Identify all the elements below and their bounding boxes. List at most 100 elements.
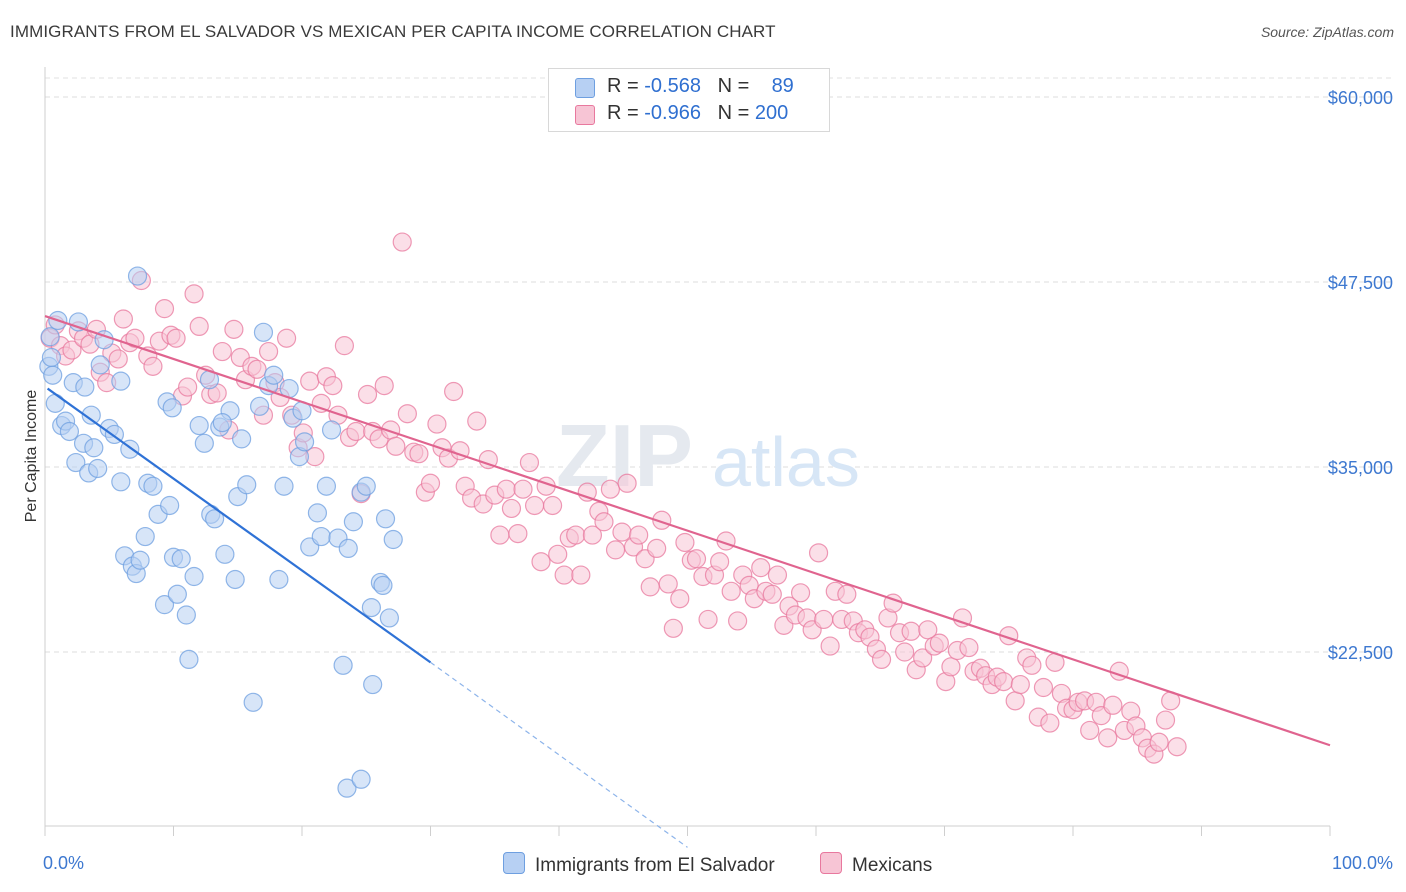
- bottom-legend-swatch-el-salvador: [503, 852, 525, 874]
- data-point: [566, 525, 586, 545]
- data-point: [1103, 695, 1123, 715]
- data-point: [108, 349, 128, 369]
- data-point: [751, 558, 771, 578]
- data-point: [194, 433, 214, 453]
- data-point: [409, 444, 429, 464]
- data-point: [647, 538, 667, 559]
- data-point: [338, 538, 358, 559]
- data-point: [617, 473, 637, 493]
- data-point: [929, 633, 949, 653]
- data-point: [43, 365, 63, 385]
- data-point: [675, 532, 695, 553]
- y-tick-label: $60,000: [1328, 88, 1393, 108]
- legend-r-value-2: -0.966: [644, 102, 701, 124]
- data-point: [45, 393, 65, 413]
- data-point: [952, 608, 973, 628]
- data-point: [274, 476, 294, 496]
- data-point: [166, 328, 186, 348]
- data-point: [189, 415, 209, 436]
- data-point: [1155, 710, 1176, 730]
- data-point: [346, 421, 366, 442]
- data-point: [548, 544, 568, 564]
- bottom-legend-el-salvador: Immigrants from El Salvador: [503, 852, 775, 877]
- data-point: [135, 526, 155, 547]
- data-point: [179, 649, 199, 670]
- data-point: [652, 510, 672, 530]
- data-point: [160, 495, 180, 516]
- y-axis-label: Per Capita Income: [23, 390, 40, 523]
- data-point: [959, 637, 979, 658]
- data-point: [1010, 674, 1030, 695]
- data-point: [1005, 691, 1025, 711]
- data-point: [232, 429, 252, 449]
- data-point: [243, 692, 263, 712]
- data-point: [1022, 655, 1042, 675]
- legend-n-value-1: 89: [771, 75, 794, 97]
- y-tick-label: $47,500: [1328, 273, 1393, 293]
- data-point: [790, 583, 811, 603]
- data-point: [111, 371, 131, 391]
- data-point: [386, 436, 406, 456]
- data-point: [994, 671, 1014, 692]
- bottom-legend-swatch-mexicans: [820, 852, 842, 874]
- data-point: [918, 620, 938, 640]
- data-point: [670, 589, 690, 609]
- legend-r-label-2: R =: [607, 102, 639, 124]
- data-point: [594, 512, 614, 532]
- data-point: [264, 365, 284, 385]
- data-point: [612, 522, 632, 542]
- data-point: [1040, 713, 1060, 733]
- data-point: [383, 529, 403, 550]
- data-point: [127, 266, 148, 286]
- data-point: [1033, 677, 1054, 698]
- data-point: [1149, 732, 1169, 752]
- data-point: [258, 341, 279, 362]
- data-point: [605, 540, 626, 560]
- data-point: [130, 550, 150, 570]
- source-label: Source: ZipAtlas.com: [1260, 24, 1394, 40]
- data-point: [356, 476, 376, 496]
- data-point: [698, 609, 718, 630]
- data-point: [375, 509, 396, 529]
- data-point: [913, 648, 933, 668]
- data-point: [663, 618, 683, 638]
- data-point: [323, 376, 343, 396]
- data-point: [351, 769, 371, 789]
- data-point: [343, 512, 363, 532]
- mexicans-points: [40, 232, 1187, 764]
- data-point: [253, 322, 274, 342]
- data-point: [212, 341, 232, 362]
- data-point: [1098, 728, 1118, 748]
- data-point: [582, 525, 603, 545]
- data-point: [247, 359, 267, 379]
- data-point: [837, 584, 857, 604]
- data-point: [357, 384, 378, 405]
- data-point: [871, 649, 892, 670]
- data-point: [321, 420, 342, 440]
- bottom-legend-label-mexicans: Mexicans: [852, 855, 933, 876]
- data-point: [143, 476, 163, 496]
- data-point: [710, 552, 730, 572]
- data-point: [81, 405, 101, 425]
- data-point: [501, 498, 522, 519]
- data-point: [427, 414, 447, 434]
- data-point: [84, 438, 104, 458]
- data-point: [397, 404, 417, 424]
- data-point: [373, 575, 393, 596]
- data-point: [171, 549, 191, 569]
- data-point: [554, 565, 574, 585]
- trend-line-el-salvador-extension: [430, 661, 688, 848]
- axes: [44, 67, 1331, 836]
- data-point: [154, 299, 175, 319]
- data-point: [224, 319, 244, 339]
- data-point: [178, 377, 198, 397]
- data-point: [686, 549, 707, 569]
- data-point: [820, 636, 840, 656]
- data-point: [41, 347, 62, 368]
- legend-swatch-el-salvador: [575, 78, 595, 98]
- data-point: [519, 452, 540, 473]
- data-point: [62, 340, 82, 360]
- data-point: [531, 552, 551, 572]
- x-tick-label: 0.0%: [43, 853, 84, 873]
